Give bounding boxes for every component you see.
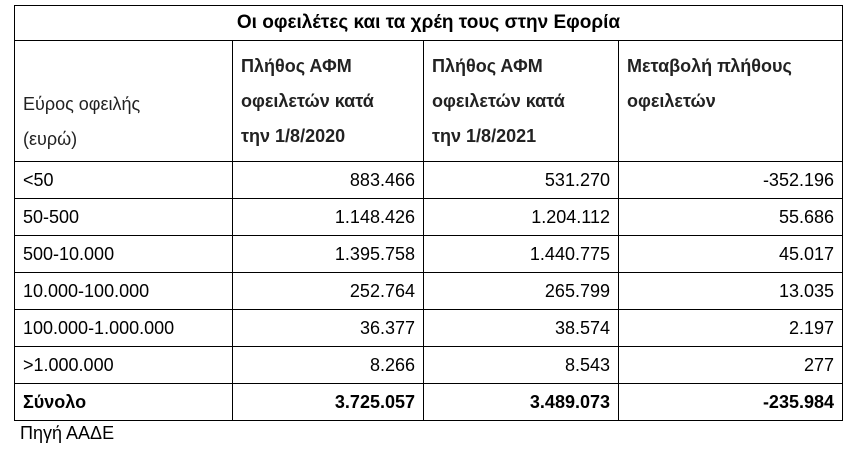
value-cell: 8.543: [423, 346, 619, 384]
value-cell: 38.574: [423, 309, 619, 347]
range-cell: 100.000-1.000.000: [14, 309, 233, 347]
header-line: οφειλετών κατά: [432, 91, 565, 111]
total-value: 3.489.073: [423, 383, 619, 421]
header-line: Πλήθος ΑΦΜ: [241, 56, 352, 76]
header-cell: Πλήθος ΑΦΜ οφειλετών κατά την 1/8/2020: [232, 40, 424, 162]
value-cell: 252.764: [232, 272, 424, 310]
table-body: Οι οφειλέτες και τα χρέη τους στην Εφορί…: [14, 5, 843, 421]
range-cell: 50-500: [14, 198, 233, 236]
total-value: 3.725.057: [232, 383, 424, 421]
data-row: <50 883.466 531.270 -352.196: [14, 161, 843, 199]
header-row: Εύρος οφειλής (ευρώ) Πλήθος ΑΦΜ οφειλετών κ…: [14, 40, 843, 162]
value-cell: 531.270: [423, 161, 619, 199]
header-cell: Πλήθος ΑΦΜ οφειλετών κατά την 1/8/2021: [423, 40, 619, 162]
value-cell: 1.395.758: [232, 235, 424, 273]
total-label: Σύνολο: [14, 383, 233, 421]
value-cell: 265.799: [423, 272, 619, 310]
header-cell: Εύρος οφειλής (ευρώ): [14, 40, 233, 162]
debt-table: Οι οφειλέτες και τα χρέη τους στην Εφορί…: [14, 5, 843, 421]
data-row: 50-500 1.148.426 1.204.112 55.686: [14, 198, 843, 236]
value-cell: 36.377: [232, 309, 424, 347]
value-cell: 1.204.112: [423, 198, 619, 236]
total-row: Σύνολο 3.725.057 3.489.073 -235.984: [14, 383, 843, 421]
range-cell: 10.000-100.000: [14, 272, 233, 310]
value-cell: 2.197: [618, 309, 843, 347]
value-cell: 45.017: [618, 235, 843, 273]
value-cell: 883.466: [232, 161, 424, 199]
data-row: 500-10.000 1.395.758 1.440.775 45.017: [14, 235, 843, 273]
table-title: Οι οφειλέτες και τα χρέη τους στην Εφορί…: [14, 5, 843, 41]
header-line: Πλήθος ΑΦΜ: [432, 56, 543, 76]
data-row: >1.000.000 8.266 8.543 277: [14, 346, 843, 384]
header-line: οφειλετών κατά: [241, 91, 374, 111]
data-row: 10.000-100.000 252.764 265.799 13.035: [14, 272, 843, 310]
value-cell: -352.196: [618, 161, 843, 199]
header-line: (ευρώ): [23, 129, 78, 149]
header-line: την 1/8/2020: [241, 126, 346, 146]
value-cell: 1.440.775: [423, 235, 619, 273]
range-cell: 500-10.000: [14, 235, 233, 273]
header-line: την 1/8/2021: [432, 126, 537, 146]
range-cell: <50: [14, 161, 233, 199]
range-cell: >1.000.000: [14, 346, 233, 384]
header-line: οφειλετών: [627, 91, 716, 111]
value-cell: 8.266: [232, 346, 424, 384]
source-note: Πηγή ΑΑΔΕ: [20, 423, 115, 443]
header-cell: Μεταβολή πλήθους οφειλετών: [618, 40, 843, 162]
value-cell: 13.035: [618, 272, 843, 310]
header-line: Μεταβολή πλήθους: [627, 56, 792, 76]
value-cell: 1.148.426: [232, 198, 424, 236]
value-cell: 277: [618, 346, 843, 384]
data-row: 100.000-1.000.000 36.377 38.574 2.197: [14, 309, 843, 347]
header-line: Εύρος οφειλής: [23, 94, 141, 114]
total-value: -235.984: [618, 383, 843, 421]
title-row: Οι οφειλέτες και τα χρέη τους στην Εφορί…: [14, 5, 843, 41]
value-cell: 55.686: [618, 198, 843, 236]
